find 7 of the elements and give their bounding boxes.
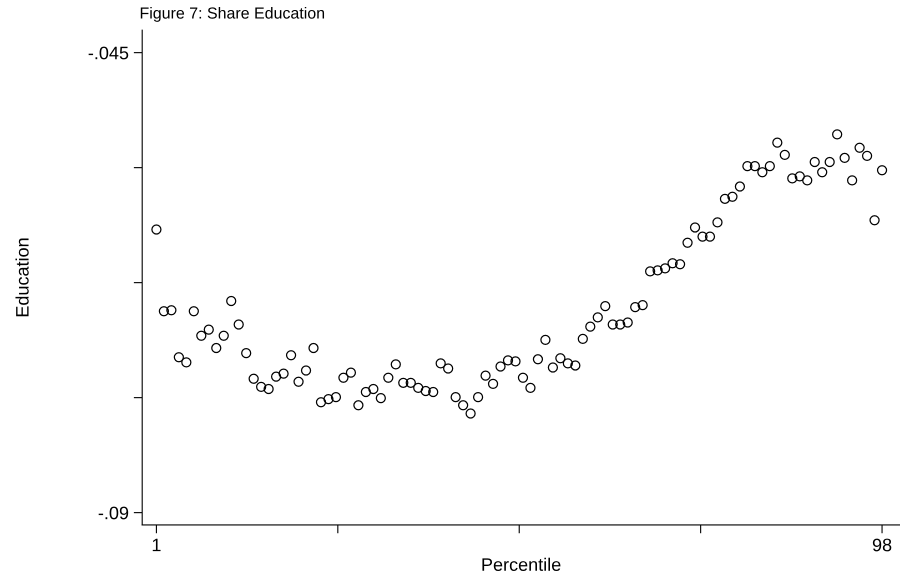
x-tick-label: 98 — [872, 538, 892, 552]
x-tick-label: 1 — [152, 538, 161, 552]
y-tick-label: -.09 — [98, 506, 128, 520]
y-axis-title: Education — [15, 238, 29, 316]
x-axis-title: Percentile — [482, 558, 560, 571]
chart-title: Figure 7: Share Education — [140, 6, 324, 22]
y-tick-label: -.045 — [88, 46, 128, 60]
